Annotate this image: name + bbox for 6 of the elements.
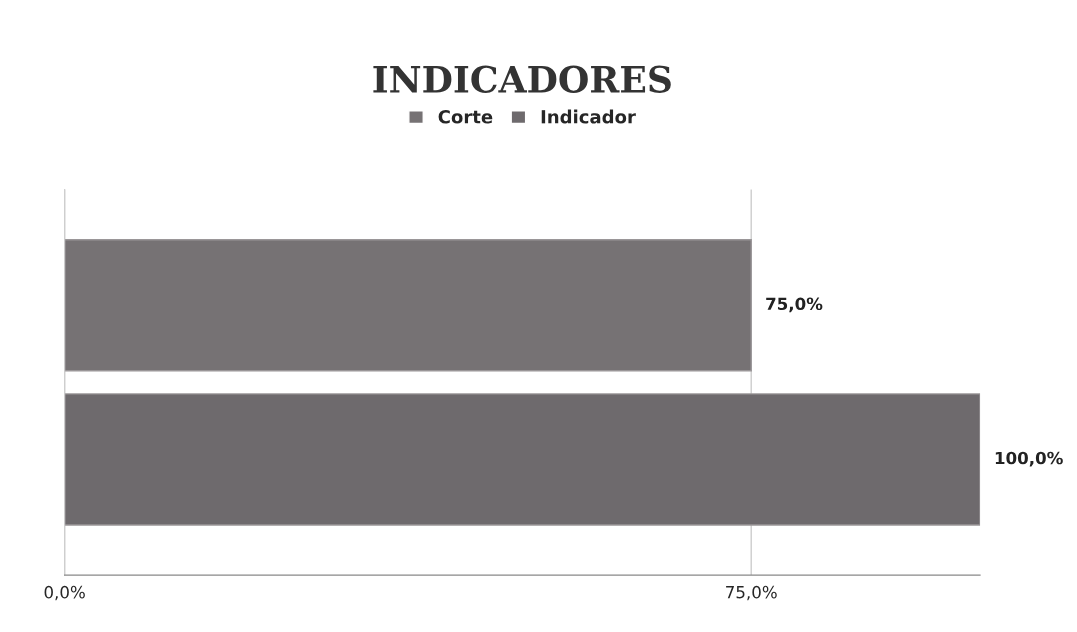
data-label: 75,0% [766, 297, 823, 313]
data-label: 100,0% [995, 451, 1063, 467]
chart-title: INDICADORES [373, 65, 671, 93]
legend-label: Indicador [541, 109, 636, 124]
legend-label: Corte [438, 109, 493, 124]
x-tick-label: 0,0% [44, 585, 85, 601]
